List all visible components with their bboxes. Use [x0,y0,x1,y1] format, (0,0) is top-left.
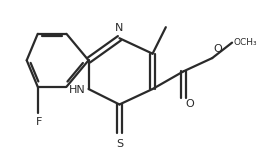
Text: OCH₃: OCH₃ [233,38,257,47]
Text: O: O [186,99,194,109]
Text: S: S [116,139,123,149]
Text: F: F [36,117,42,127]
Text: HN: HN [69,85,85,95]
Text: O: O [213,44,222,54]
Text: N: N [115,23,124,33]
